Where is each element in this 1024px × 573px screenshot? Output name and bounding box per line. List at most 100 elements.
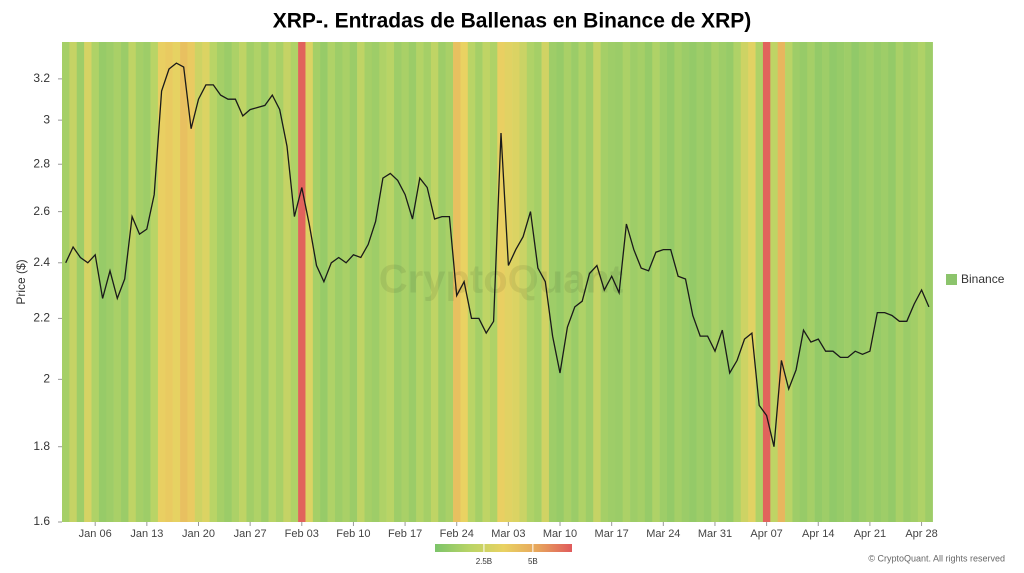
heatmap-cell	[371, 42, 380, 522]
y-tick-label: 2	[43, 372, 50, 386]
heatmap-cell	[903, 42, 911, 522]
heatmap-cell	[379, 42, 387, 522]
colorbar-label: 2.5B	[476, 557, 492, 566]
heatmap-cell	[807, 42, 815, 522]
heatmap-cell	[777, 42, 786, 522]
heatmap-cell	[563, 42, 572, 522]
heatmap-cell	[748, 42, 756, 522]
heatmap-cell	[180, 42, 188, 522]
heatmap-cell	[571, 42, 579, 522]
heatmap-cell	[482, 42, 491, 522]
heatmap-cell	[76, 42, 85, 522]
heatmap-cell	[762, 42, 771, 522]
heatmap-cell	[216, 42, 225, 522]
y-tick-label: 2.4	[33, 255, 50, 269]
heatmap-cell	[246, 42, 255, 522]
heatmap-cell	[165, 42, 173, 522]
heatmap-cell	[718, 42, 727, 522]
heatmap-cell	[298, 42, 306, 522]
heatmap-cell	[430, 42, 439, 522]
x-tick-label: Feb 24	[440, 528, 474, 540]
x-tick-label: Feb 03	[285, 528, 319, 540]
heatmap-cell	[172, 42, 181, 522]
heatmap-cell	[556, 42, 565, 522]
y-tick-label: 2.2	[33, 311, 50, 325]
legend-swatch	[946, 274, 957, 285]
heatmap-cell	[504, 42, 513, 522]
x-tick-label: Apr 21	[854, 528, 886, 540]
heatmap-cell	[880, 42, 889, 522]
heatmap-cell	[84, 42, 92, 522]
heatmap-cell	[726, 42, 734, 522]
colorbar	[435, 544, 572, 552]
heatmap-cell	[792, 42, 801, 522]
heatmap-cell	[312, 42, 321, 522]
x-tick-label: Apr 14	[802, 528, 834, 540]
heatmap-cell	[497, 42, 505, 522]
heatmap-cell	[357, 42, 365, 522]
heatmap-cell	[194, 42, 203, 522]
heatmap-cell	[622, 42, 631, 522]
heatmap-cell	[401, 42, 410, 522]
heatmap-cell	[740, 42, 749, 522]
heatmap-cell	[342, 42, 351, 522]
x-tick-label: Jan 06	[79, 528, 112, 540]
heatmap-cell	[231, 42, 240, 522]
y-tick-label: 3	[43, 112, 50, 126]
copyright: © CryptoQuant. All rights reserved	[868, 553, 1005, 563]
heatmap-cell	[644, 42, 653, 522]
heatmap-cell	[475, 42, 483, 522]
heatmap-cell	[910, 42, 919, 522]
heatmap-cell	[770, 42, 778, 522]
heatmap-cell	[239, 42, 247, 522]
heatmap-cell	[224, 42, 232, 522]
x-tick-label: Jan 20	[182, 528, 215, 540]
x-tick-label: Jan 27	[234, 528, 267, 540]
heatmap-cell	[703, 42, 712, 522]
heatmap-cell	[150, 42, 159, 522]
heatmap-cell	[386, 42, 395, 522]
heatmap-cell	[814, 42, 823, 522]
heatmap-cell	[157, 42, 166, 522]
heatmap-cell	[844, 42, 852, 522]
heatmap-cell	[62, 42, 70, 522]
heatmap-cell	[733, 42, 742, 522]
heatmap-cell	[283, 42, 292, 522]
heatmap-cell	[349, 42, 358, 522]
heatmap-cell	[268, 42, 277, 522]
heatmap-cell	[91, 42, 100, 522]
heatmap-cell	[593, 42, 601, 522]
legend-label: Binance	[961, 272, 1005, 286]
heatmap-cell	[851, 42, 860, 522]
heatmap-cell	[438, 42, 446, 522]
heatmap-cell	[143, 42, 151, 522]
heatmap-cell	[755, 42, 764, 522]
x-tick-label: Feb 10	[336, 528, 370, 540]
y-axis-label: Price ($)	[14, 259, 28, 304]
heatmap-cell	[548, 42, 557, 522]
y-tick-label: 1.6	[33, 514, 50, 528]
y-tick-label: 3.2	[33, 71, 50, 85]
heatmap-cell	[836, 42, 845, 522]
y-tick-label: 2.6	[33, 204, 50, 218]
heatmap-cell	[275, 42, 284, 522]
heatmap-cell	[416, 42, 424, 522]
heatmap-cell	[696, 42, 705, 522]
price-line	[65, 62, 930, 447]
colorbar-label: 5B	[528, 557, 538, 566]
heatmap-cell	[829, 42, 838, 522]
heatmap-cell	[600, 42, 609, 522]
heatmap-cell	[423, 42, 432, 522]
heatmap-cell	[917, 42, 926, 522]
heatmap-cell	[187, 42, 196, 522]
heatmap-cell	[121, 42, 129, 522]
heatmap-cell	[69, 42, 78, 522]
heatmap-cell	[652, 42, 660, 522]
heatmap-cell	[615, 42, 624, 522]
y-tick-label: 1.8	[33, 439, 50, 453]
x-tick-label: Mar 03	[491, 528, 525, 540]
x-tick-label: Mar 24	[646, 528, 680, 540]
chart-title: XRP-. Entradas de Ballenas en Binance de…	[273, 10, 751, 33]
heatmap-cell	[305, 42, 314, 522]
